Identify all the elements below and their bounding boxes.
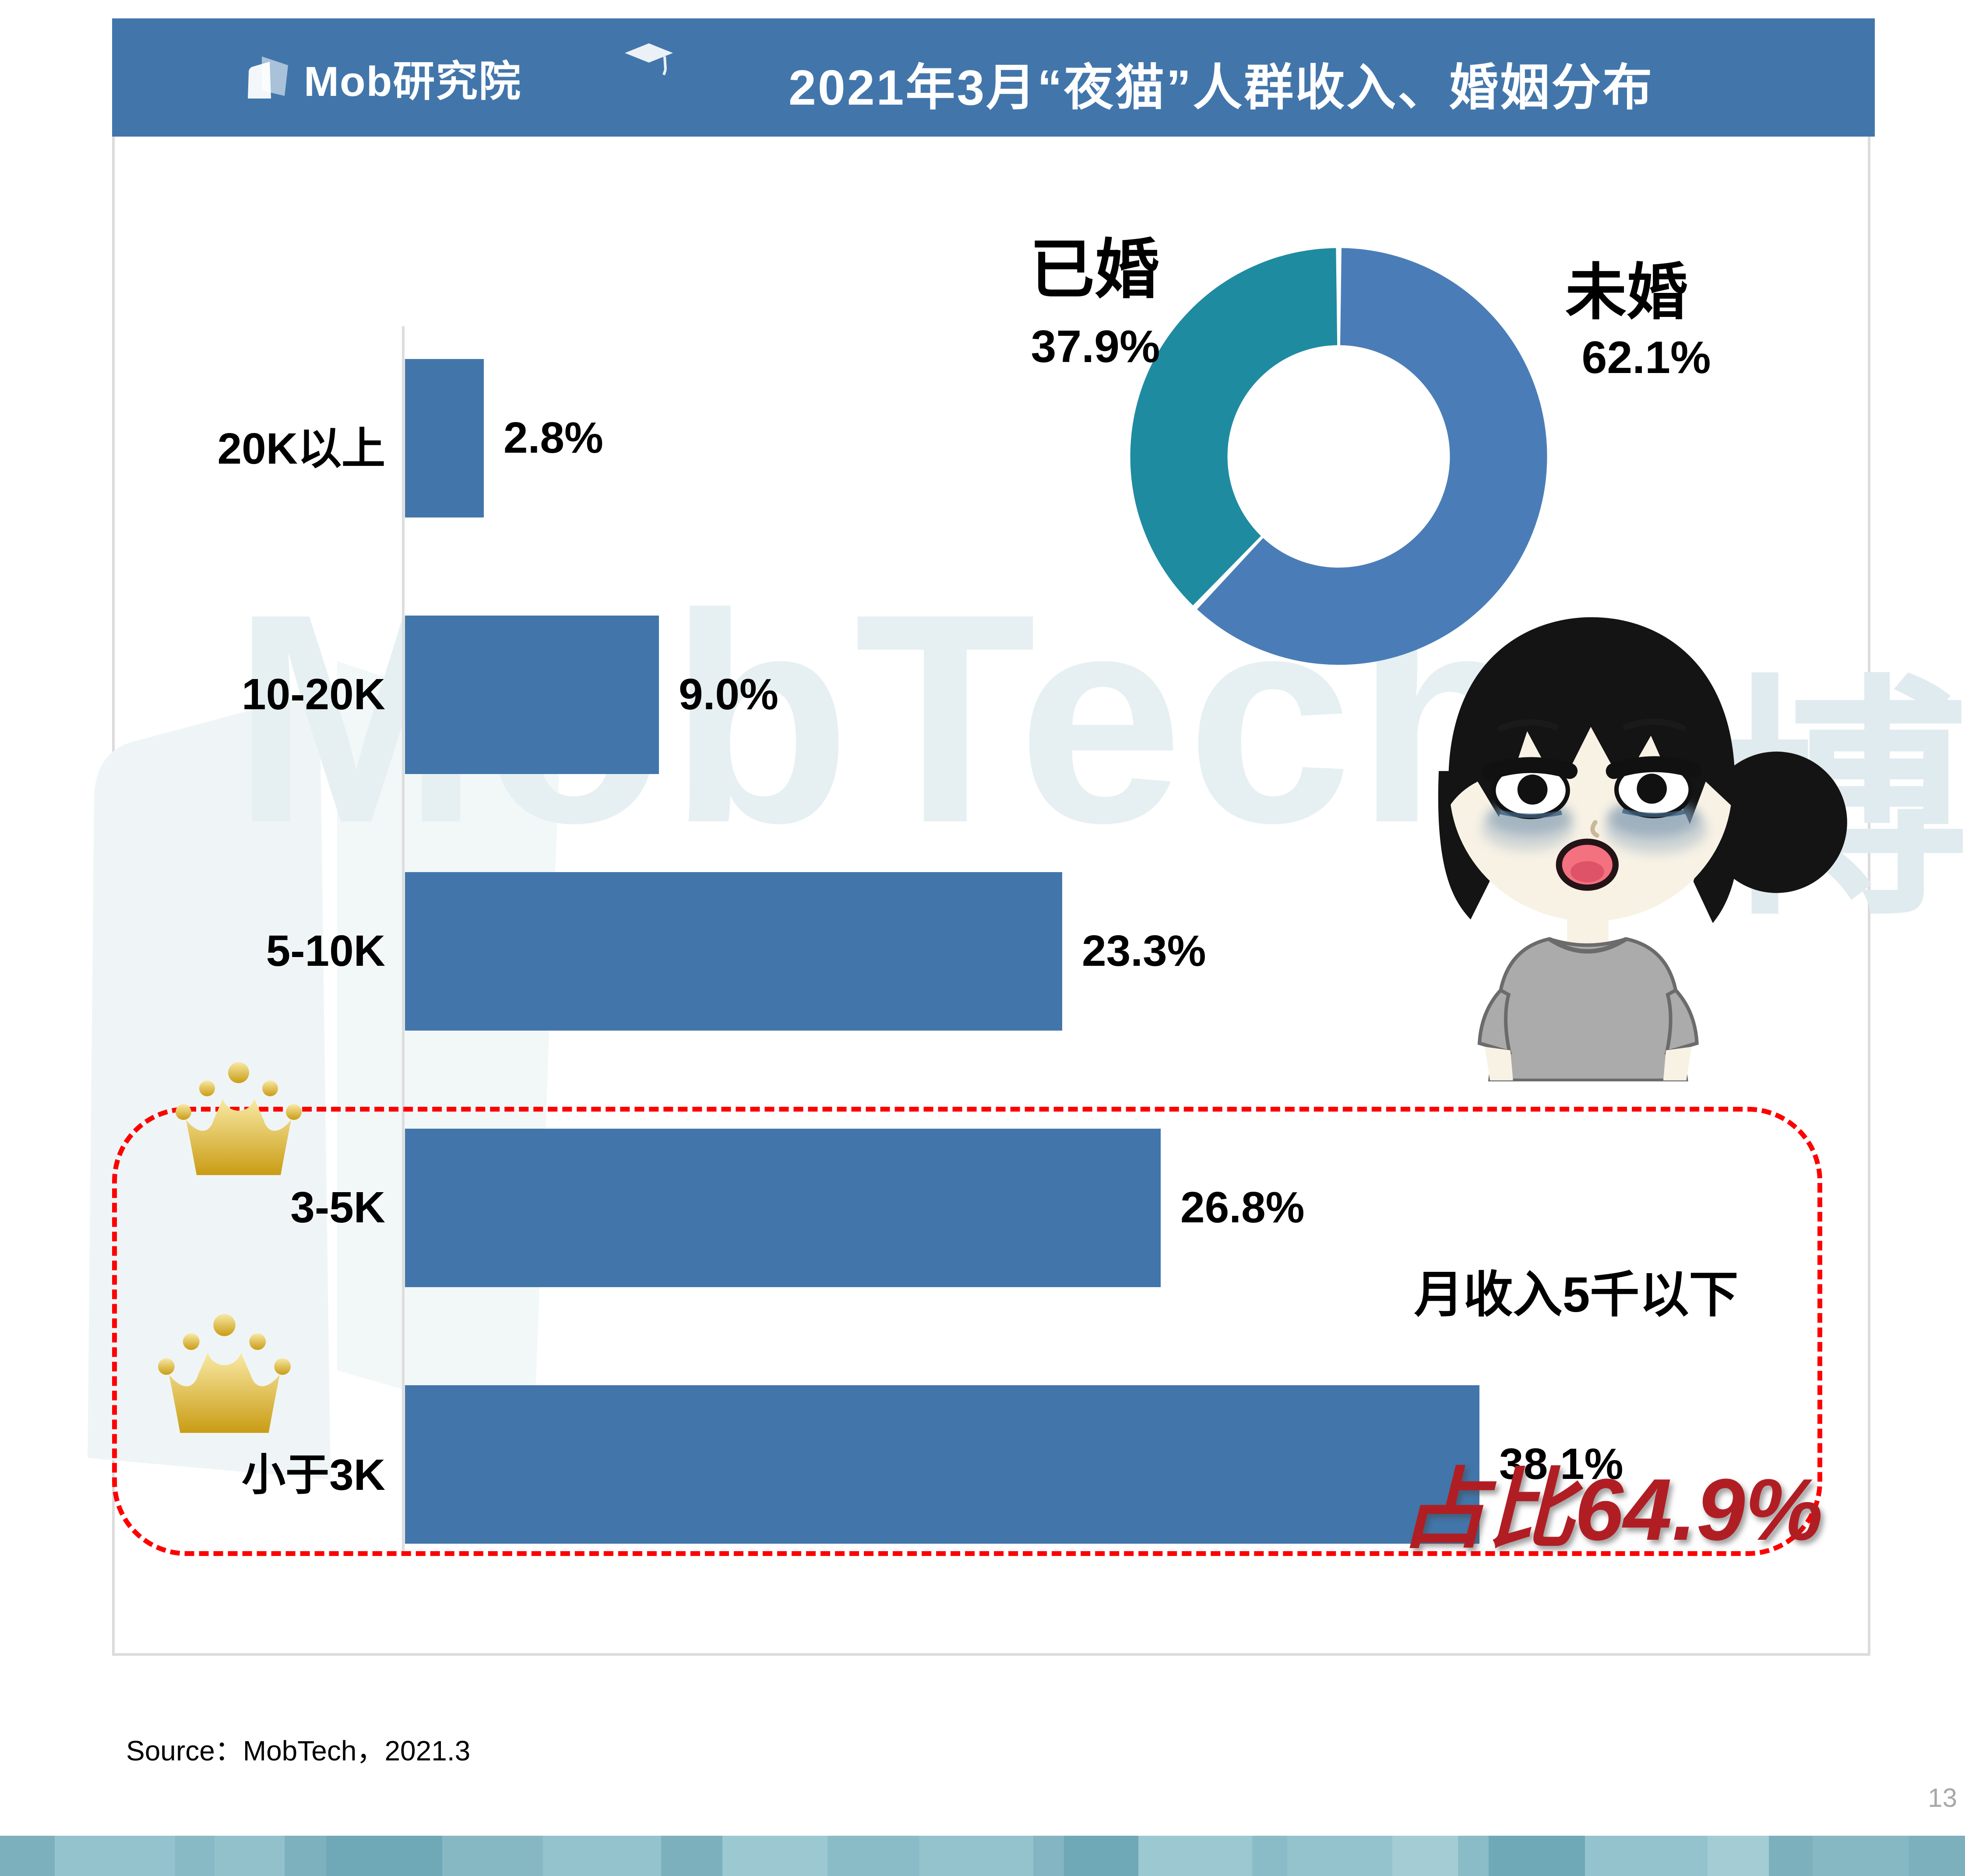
page-title: 2021年3月“夜猫”人群收入、婚姻分布: [789, 60, 1654, 115]
band-stripe: [0, 1836, 55, 1876]
band-stripe: [326, 1836, 442, 1876]
income-bar: [405, 616, 659, 774]
income-bar: [405, 872, 1062, 1031]
band-stripe: [285, 1836, 326, 1876]
band-stripe: [661, 1836, 722, 1876]
band-stripe: [442, 1836, 543, 1876]
band-stripe: [1708, 1836, 1769, 1876]
highlight-note-line1: 月收入5千以下: [1414, 1267, 1739, 1322]
category-label: 10-20K: [242, 670, 385, 719]
value-label: 26.8%: [1180, 1183, 1305, 1232]
graduation-cap-icon: [625, 43, 673, 75]
band-stripe: [1458, 1836, 1489, 1876]
band-stripe: [1585, 1836, 1708, 1876]
income-bar: [405, 1385, 1479, 1544]
marriage-donut-chart: [1130, 248, 1547, 665]
donut-label-married: 已婚: [1030, 234, 1159, 306]
header-bar: Mob研究院 2021年3月“夜猫”人群收入、婚姻分布: [112, 18, 1875, 137]
category-label: 20K以上: [217, 424, 385, 473]
highlight-box: [112, 1107, 1822, 1556]
bottom-decorative-band: [0, 1836, 1965, 1876]
band-stripe: [1064, 1836, 1138, 1876]
band-stripe: [1392, 1836, 1458, 1876]
band-stripe: [1909, 1836, 1965, 1876]
band-stripe: [175, 1836, 215, 1876]
donut-label-unmarried: 未婚: [1565, 258, 1688, 327]
band-stripe: [722, 1836, 828, 1876]
page-number: 13: [1928, 1783, 1957, 1813]
income-bar: [405, 359, 484, 517]
category-label: 小于3K: [242, 1450, 385, 1499]
value-label: 23.3%: [1082, 926, 1206, 975]
band-stripe: [215, 1836, 285, 1876]
donut-value-married: 37.9%: [1031, 321, 1160, 372]
category-label: 5-10K: [266, 926, 385, 975]
value-label: 2.8%: [504, 413, 603, 462]
value-label: 9.0%: [679, 670, 778, 719]
bar-chart-axis: [402, 326, 405, 1552]
income-bar: [405, 1129, 1161, 1287]
band-stripe: [1813, 1836, 1909, 1876]
mob-research-logo: Mob研究院: [235, 42, 673, 113]
band-stripe: [543, 1836, 661, 1876]
band-stripe: [1287, 1836, 1392, 1876]
band-stripe: [1252, 1836, 1287, 1876]
band-stripe: [1138, 1836, 1252, 1876]
donut-value-unmarried: 62.1%: [1581, 332, 1711, 383]
category-label: 3-5K: [290, 1183, 385, 1232]
donut-slice-unmarried: [1130, 248, 1547, 665]
crown-icon: [158, 1314, 291, 1433]
band-stripe: [1033, 1836, 1064, 1876]
band-stripe: [1769, 1836, 1813, 1876]
logo-text: Mob研究院: [304, 58, 522, 105]
band-stripe: [55, 1836, 175, 1876]
band-stripe: [828, 1836, 919, 1876]
crown-icon: [176, 1062, 302, 1175]
band-stripe: [1489, 1836, 1585, 1876]
building-logo-icon: [248, 56, 288, 99]
band-stripe: [919, 1836, 1033, 1876]
value-label: 38.1%: [1499, 1440, 1623, 1489]
donut-slice-married: [1130, 248, 1547, 665]
source-note: Source：MobTech，2021.3: [126, 1735, 471, 1767]
highlight-note-line2: 占比64.9%: [1399, 1461, 1823, 1559]
tired-girl-illustration: [1438, 617, 1847, 1081]
